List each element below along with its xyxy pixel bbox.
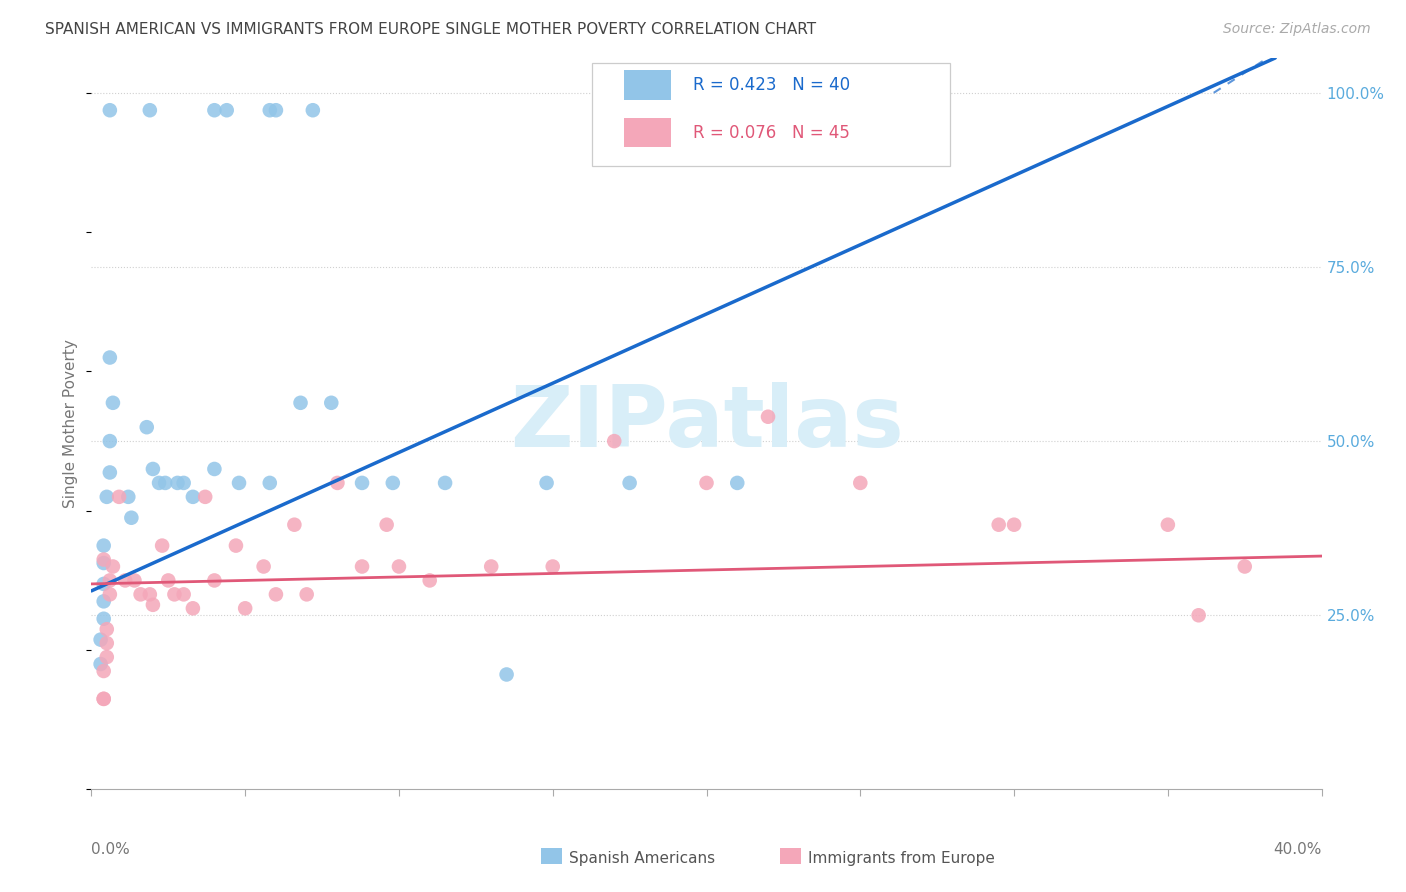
Point xyxy=(142,598,165,612)
Point xyxy=(93,594,115,608)
Point xyxy=(96,622,118,636)
Point xyxy=(96,490,118,504)
Point xyxy=(90,632,112,647)
Point xyxy=(375,517,398,532)
Point xyxy=(253,559,276,574)
Point xyxy=(108,490,131,504)
Point xyxy=(215,103,238,118)
Point xyxy=(202,103,225,118)
Point xyxy=(98,351,121,365)
Point xyxy=(93,556,115,570)
Point xyxy=(295,587,318,601)
Point xyxy=(419,574,441,588)
Point xyxy=(93,664,115,678)
Point xyxy=(135,420,157,434)
Point xyxy=(117,490,139,504)
Point xyxy=(173,475,195,490)
Text: ZIPatlas: ZIPatlas xyxy=(509,382,904,466)
Point xyxy=(290,396,312,410)
Point xyxy=(202,574,225,588)
Point xyxy=(148,475,170,490)
Point xyxy=(181,490,204,504)
Text: Spanish Americans: Spanish Americans xyxy=(569,851,716,865)
Text: Immigrants from Europe: Immigrants from Europe xyxy=(808,851,995,865)
FancyBboxPatch shape xyxy=(592,63,950,166)
Point xyxy=(388,559,411,574)
Text: 40.0%: 40.0% xyxy=(1274,842,1322,857)
Point xyxy=(181,601,204,615)
Point xyxy=(495,667,517,681)
Point xyxy=(696,475,718,490)
Text: 0.0%: 0.0% xyxy=(91,842,131,857)
Point xyxy=(479,559,502,574)
Point xyxy=(93,691,115,706)
Point xyxy=(129,587,152,601)
Point xyxy=(96,650,118,665)
Point xyxy=(93,539,115,553)
Point xyxy=(350,475,373,490)
Point xyxy=(987,517,1010,532)
Point xyxy=(1233,559,1256,574)
FancyBboxPatch shape xyxy=(624,70,671,100)
Point xyxy=(93,612,115,626)
Point xyxy=(541,559,564,574)
Point xyxy=(98,103,121,118)
Point xyxy=(264,587,287,601)
Point xyxy=(93,691,115,706)
Point xyxy=(603,434,626,449)
Point xyxy=(233,601,256,615)
Point xyxy=(139,587,162,601)
Point xyxy=(98,574,121,588)
Point xyxy=(1187,608,1209,623)
Point xyxy=(1157,517,1180,532)
Point xyxy=(434,475,457,490)
Point xyxy=(173,587,195,601)
Point xyxy=(166,475,188,490)
Point xyxy=(124,574,146,588)
Point xyxy=(321,396,343,410)
Point xyxy=(101,559,124,574)
Text: R = 0.423   N = 40: R = 0.423 N = 40 xyxy=(693,76,851,94)
Y-axis label: Single Mother Poverty: Single Mother Poverty xyxy=(63,339,79,508)
Point xyxy=(202,462,225,476)
Point xyxy=(98,434,121,449)
Point xyxy=(350,559,373,574)
Point xyxy=(120,510,142,524)
Point xyxy=(849,475,872,490)
Point xyxy=(114,574,136,588)
Point xyxy=(98,587,121,601)
Point xyxy=(153,475,177,490)
Point xyxy=(536,475,558,490)
Point xyxy=(264,103,287,118)
Point xyxy=(101,396,124,410)
Point xyxy=(283,517,305,532)
Point xyxy=(150,539,173,553)
Point xyxy=(619,475,641,490)
Point xyxy=(225,539,247,553)
Point xyxy=(326,475,349,490)
Point xyxy=(139,103,162,118)
FancyBboxPatch shape xyxy=(624,118,671,147)
Point xyxy=(90,657,112,671)
Point xyxy=(93,552,115,566)
Point xyxy=(756,409,779,424)
Point xyxy=(259,475,281,490)
Text: Source: ZipAtlas.com: Source: ZipAtlas.com xyxy=(1223,22,1371,37)
Text: SPANISH AMERICAN VS IMMIGRANTS FROM EUROPE SINGLE MOTHER POVERTY CORRELATION CHA: SPANISH AMERICAN VS IMMIGRANTS FROM EURO… xyxy=(45,22,815,37)
Point xyxy=(93,577,115,591)
Point xyxy=(301,103,323,118)
Point xyxy=(228,475,250,490)
Point xyxy=(163,587,186,601)
Point xyxy=(157,574,180,588)
Point xyxy=(381,475,404,490)
Point xyxy=(725,475,748,490)
Point xyxy=(259,103,281,118)
Point xyxy=(1002,517,1025,532)
Point xyxy=(194,490,217,504)
Point xyxy=(96,636,118,650)
Point xyxy=(98,466,121,480)
Point xyxy=(142,462,165,476)
Text: R = 0.076   N = 45: R = 0.076 N = 45 xyxy=(693,124,849,142)
